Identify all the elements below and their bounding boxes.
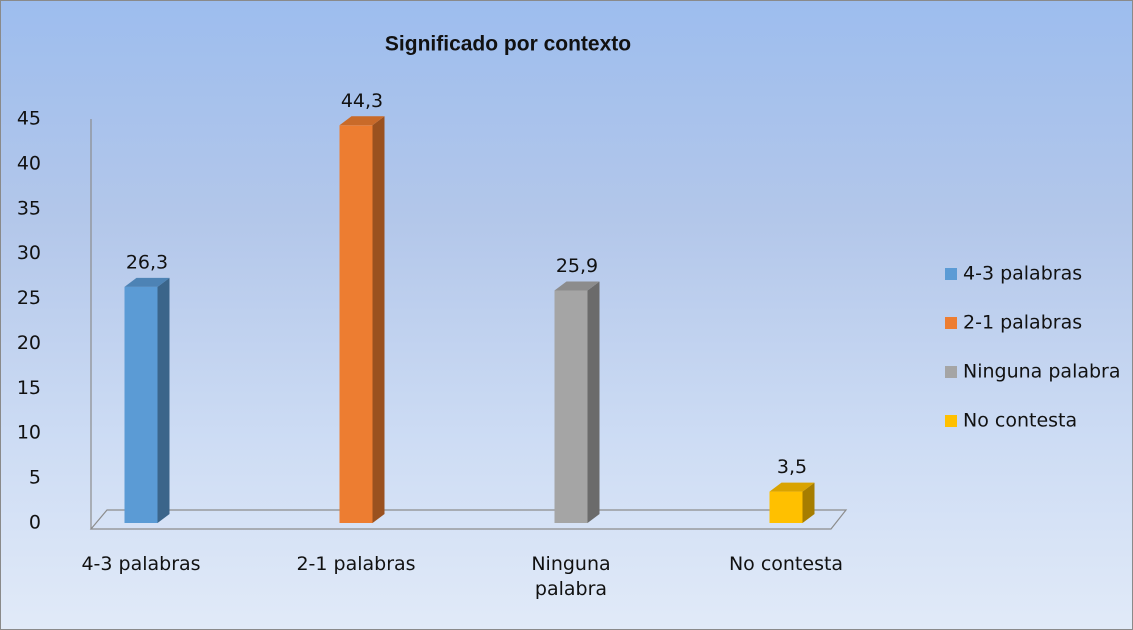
- value-label: 25,9: [556, 255, 598, 277]
- bar-side: [157, 277, 170, 523]
- bar-top-shade: [554, 281, 600, 291]
- legend-swatch: [945, 415, 957, 427]
- legend-swatch: [945, 317, 957, 329]
- value-label: 26,3: [126, 251, 168, 273]
- bar-side-shade: [587, 281, 600, 523]
- x-tick-label: No contesta: [728, 553, 844, 575]
- bar-side-shade: [372, 116, 385, 523]
- value-label: 44,3: [341, 90, 383, 112]
- bar-side: [587, 281, 600, 523]
- bar-side-shade: [802, 482, 815, 523]
- bar-top-shade: [339, 116, 385, 126]
- legend-label: No contesta: [963, 410, 1077, 432]
- x-tick-label: Ninguna palabra: [531, 553, 611, 600]
- y-tick-label: 30: [17, 242, 41, 264]
- bar-top: [554, 281, 600, 291]
- y-tick-label: 20: [17, 332, 41, 354]
- bar-top: [769, 482, 815, 492]
- chart-title: Significado por contexto: [385, 33, 631, 56]
- y-tick-label: 25: [17, 287, 41, 309]
- legend-swatch: [945, 366, 957, 378]
- x-tick-label: 2-1 palabras: [296, 553, 416, 575]
- bar: [769, 491, 803, 523]
- value-label: 3,5: [777, 456, 807, 478]
- y-tick-label: 35: [17, 197, 41, 219]
- y-tick-label: 15: [17, 377, 41, 399]
- bar: [124, 286, 158, 523]
- bar-side-shade: [157, 277, 170, 523]
- legend-label: 4-3 palabras: [963, 263, 1082, 285]
- legend-label: 2-1 palabras: [963, 312, 1082, 334]
- y-tick-label: 5: [29, 467, 41, 489]
- floor: [89, 509, 848, 530]
- bar: [554, 290, 588, 523]
- bar-top-shade: [124, 277, 170, 287]
- bar-side: [802, 482, 815, 523]
- bar-side: [372, 116, 385, 523]
- legend-label: Ninguna palabra: [963, 361, 1121, 383]
- y-tick-label: 40: [17, 152, 41, 174]
- bar-top: [339, 116, 385, 126]
- bar-top: [124, 277, 170, 287]
- y-tick-label: 45: [17, 108, 41, 130]
- y-tick-label: 0: [29, 512, 41, 534]
- y-tick-label: 10: [17, 422, 41, 444]
- legend-swatch: [945, 268, 957, 280]
- bar: [339, 125, 373, 523]
- bar-top-shade: [769, 482, 815, 492]
- x-tick-label: 4-3 palabras: [81, 553, 201, 575]
